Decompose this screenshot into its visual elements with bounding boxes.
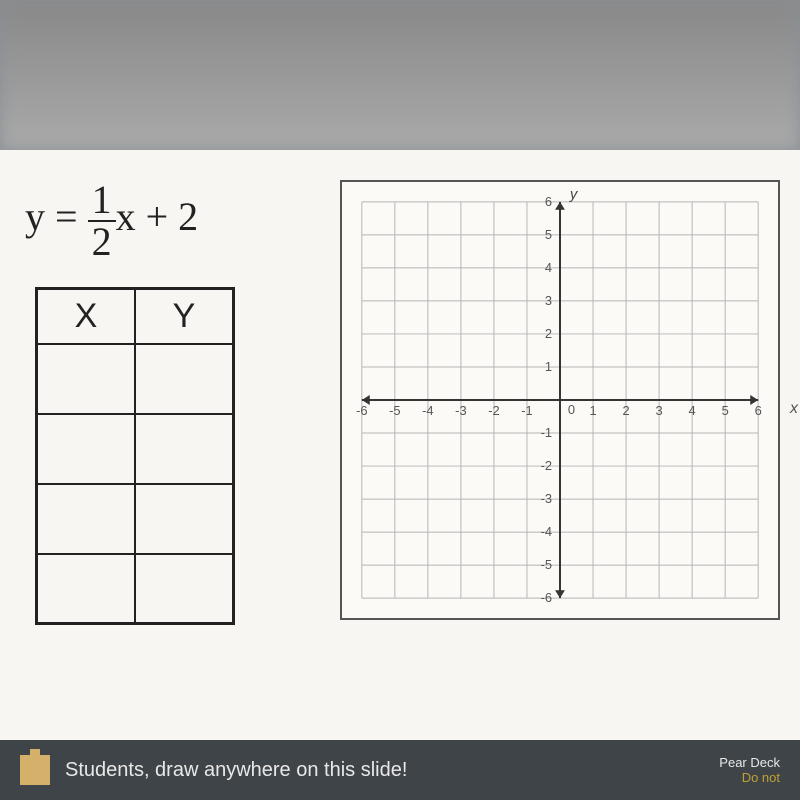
svg-text:1: 1 [545, 359, 552, 374]
svg-text:-2: -2 [488, 403, 499, 418]
svg-text:2: 2 [545, 326, 552, 341]
svg-text:-6: -6 [541, 590, 552, 605]
table-row [37, 554, 234, 624]
table-row [37, 344, 234, 414]
bottom-bar: Students, draw anywhere on this slide! P… [0, 740, 800, 800]
svg-text:4: 4 [545, 260, 552, 275]
table-row [37, 414, 234, 484]
numerator: 1 [88, 180, 116, 222]
svg-text:y: y [569, 187, 579, 203]
svg-text:5: 5 [722, 403, 729, 418]
table-row [37, 484, 234, 554]
svg-text:2: 2 [622, 403, 629, 418]
graph-container: -6-5-4-3-2-1123456-6-5-4-3-2-11234560y x [300, 180, 780, 620]
eq-var: x [116, 194, 136, 239]
blurred-header [0, 0, 800, 150]
xy-table: X Y [35, 287, 235, 625]
svg-text:4: 4 [689, 403, 696, 418]
svg-text:-6: -6 [356, 403, 367, 418]
x-axis-label: x [790, 400, 798, 418]
svg-text:-5: -5 [541, 557, 552, 572]
svg-text:-5: -5 [389, 403, 400, 418]
brand-sub: Do not [719, 770, 780, 785]
svg-text:-2: -2 [541, 458, 552, 473]
slide-content[interactable]: y = 1 2 x + 2 X Y -6-5-4-3-2-1123456-6-5… [0, 150, 800, 740]
fraction: 1 2 [88, 180, 116, 262]
eq-lhs: y [25, 194, 45, 239]
denominator: 2 [88, 222, 116, 262]
eq-const: 2 [178, 194, 198, 239]
svg-text:6: 6 [545, 194, 552, 209]
draw-icon[interactable] [20, 755, 50, 785]
svg-text:0: 0 [568, 402, 575, 417]
brand-label: Pear Deck [719, 755, 780, 770]
svg-text:-4: -4 [422, 403, 433, 418]
left-column: y = 1 2 x + 2 X Y [20, 180, 300, 625]
svg-text:1: 1 [589, 403, 596, 418]
svg-text:3: 3 [545, 293, 552, 308]
header-x: X [37, 289, 136, 344]
svg-text:-3: -3 [455, 403, 466, 418]
svg-text:-1: -1 [521, 403, 532, 418]
svg-text:6: 6 [755, 403, 762, 418]
svg-text:-4: -4 [541, 524, 552, 539]
brand-area: Pear Deck Do not [719, 755, 780, 785]
svg-text:5: 5 [545, 227, 552, 242]
equation: y = 1 2 x + 2 [25, 180, 300, 262]
coordinate-grid: -6 -5 -4 -3 -2 -1 1 2 3 4 5 6 -6 -5 -4 -3 -2 -1 1 2 3 4 5 6 0 y [342, 182, 778, 618]
svg-text:-1: -1 [541, 425, 552, 440]
bottom-text: Students, draw anywhere on this slide! [65, 759, 407, 782]
header-y: Y [135, 289, 234, 344]
svg-text:-3: -3 [541, 491, 552, 506]
svg-text:3: 3 [656, 403, 663, 418]
graph[interactable]: -6-5-4-3-2-1123456-6-5-4-3-2-11234560y x [340, 180, 780, 620]
